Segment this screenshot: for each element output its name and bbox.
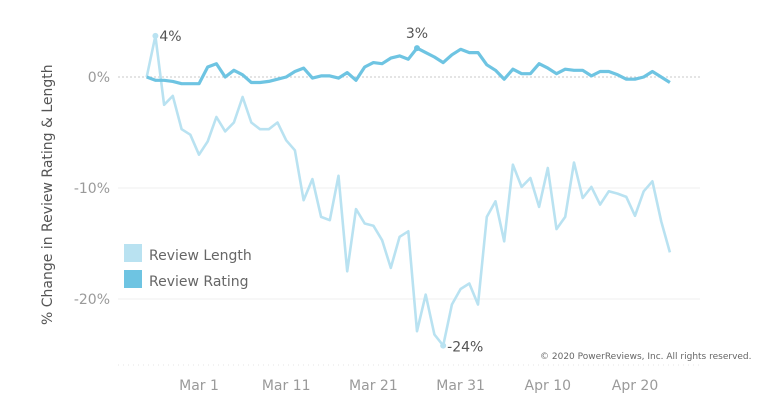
- series-line-review-rating: [146, 46, 671, 86]
- x-tick-label: Apr 20: [612, 378, 658, 394]
- legend-label-review-rating: Review Rating: [149, 274, 249, 290]
- annotation-label: -24%: [447, 340, 483, 356]
- y-tick-label: -10%: [74, 181, 110, 197]
- x-tick-label: Apr 10: [525, 378, 571, 394]
- annotation-point: [152, 32, 159, 39]
- x-tick-label: Mar 11: [262, 378, 311, 394]
- x-tick-label: Mar 21: [349, 378, 398, 394]
- y-tick-label: -20%: [74, 292, 110, 308]
- legend-label-review-length: Review Length: [149, 248, 252, 264]
- annotation-point: [440, 342, 447, 349]
- y-tick-label: 0%: [88, 70, 110, 86]
- annotation-point: [414, 45, 420, 52]
- legend-swatch-review-length: [124, 244, 142, 262]
- annotation-label: 4%: [159, 29, 181, 45]
- legend-swatch-review-rating: [124, 270, 142, 288]
- copyright-notice: © 2020 PowerReviews, Inc. All rights res…: [540, 352, 752, 362]
- series-line-review-length: [145, 34, 672, 347]
- annotation-label: 3%: [406, 26, 428, 42]
- legend: Review Length Review Rating: [124, 244, 252, 290]
- y-axis-label: % Change in Review Rating & Length: [40, 64, 56, 325]
- x-tick-label: Mar 31: [436, 378, 485, 394]
- x-tick-label: Mar 1: [179, 378, 219, 394]
